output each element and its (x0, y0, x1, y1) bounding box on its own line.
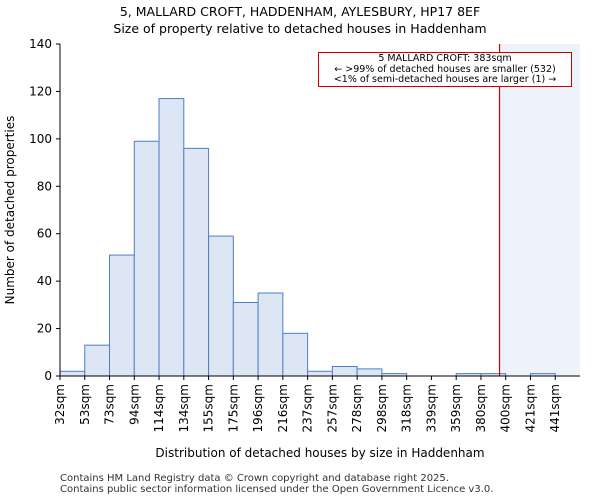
bar-134sqm (183, 147, 210, 377)
y-tick-label-0: 0 (44, 369, 52, 383)
annotation-line-3: <1% of semi-detached houses are larger (… (333, 74, 557, 85)
x-tick-label-53sqm: 53sqm (78, 384, 92, 425)
bar-53sqm (84, 344, 111, 377)
y-axis-label: Number of detached properties (3, 116, 17, 305)
bar-155sqm (208, 235, 234, 377)
x-tick-label-421sqm: 421sqm (523, 384, 537, 432)
x-tick-label-114sqm: 114sqm (152, 384, 166, 432)
bar-278sqm (356, 368, 383, 377)
footer-line-1: Contains HM Land Registry data © Crown c… (60, 473, 449, 484)
bar-94sqm (133, 140, 160, 377)
y-tick-label-60: 60 (37, 227, 52, 241)
chart-title: 5, MALLARD CROFT, HADDENHAM, AYLESBURY, … (119, 4, 481, 19)
y-tick-label-140: 140 (29, 37, 52, 51)
x-tick-label-441sqm: 441sqm (548, 384, 562, 432)
y-tick-label-100: 100 (29, 132, 52, 146)
annotation-line-1: 5 MALLARD CROFT: 383sqm (378, 53, 512, 64)
bar-196sqm (257, 292, 284, 377)
x-tick-label-298sqm: 298sqm (375, 384, 389, 432)
footer-line-2: Contains public sector information licen… (60, 484, 494, 495)
marker-shade (499, 44, 580, 376)
x-tick-label-94sqm: 94sqm (127, 384, 141, 425)
x-tick-label-155sqm: 155sqm (202, 384, 216, 432)
marker-annotation: 5 MALLARD CROFT: 383sqm ← >99% of detach… (318, 52, 572, 87)
bar-114sqm (158, 98, 185, 377)
bar-32sqm (59, 370, 86, 377)
x-tick-label-196sqm: 196sqm (251, 384, 265, 432)
x-tick-label-175sqm: 175sqm (226, 384, 240, 432)
y-tick-label-80: 80 (37, 179, 52, 193)
annotation-line-2: ← >99% of detached houses are smaller (5… (334, 63, 556, 75)
bar-175sqm (232, 301, 259, 377)
bar-216sqm (282, 332, 309, 377)
x-tick-label-380sqm: 380sqm (474, 384, 488, 432)
chart-subtitle: Size of property relative to detached ho… (113, 21, 487, 36)
x-tick-label-134sqm: 134sqm (177, 384, 191, 432)
x-tick-label-32sqm: 32sqm (53, 384, 67, 425)
bar-73sqm (109, 254, 135, 377)
x-tick-label-216sqm: 216sqm (276, 384, 290, 432)
bar-237sqm (307, 370, 333, 377)
x-tick-label-359sqm: 359sqm (449, 384, 463, 432)
bar-257sqm (331, 366, 358, 377)
y-tick-label-120: 120 (29, 84, 52, 98)
y-tick-label-40: 40 (37, 274, 52, 288)
x-tick-label-237sqm: 237sqm (301, 384, 315, 432)
y-tick-label-20: 20 (37, 322, 52, 336)
x-tick-label-278sqm: 278sqm (350, 384, 364, 432)
x-tick-label-257sqm: 257sqm (325, 384, 339, 432)
x-axis-label: Distribution of detached houses by size … (155, 446, 484, 460)
x-tick-label-339sqm: 339sqm (424, 384, 438, 432)
x-tick-label-400sqm: 400sqm (499, 384, 513, 432)
x-tick-label-73sqm: 73sqm (103, 384, 117, 425)
x-tick-label-318sqm: 318sqm (400, 384, 414, 432)
